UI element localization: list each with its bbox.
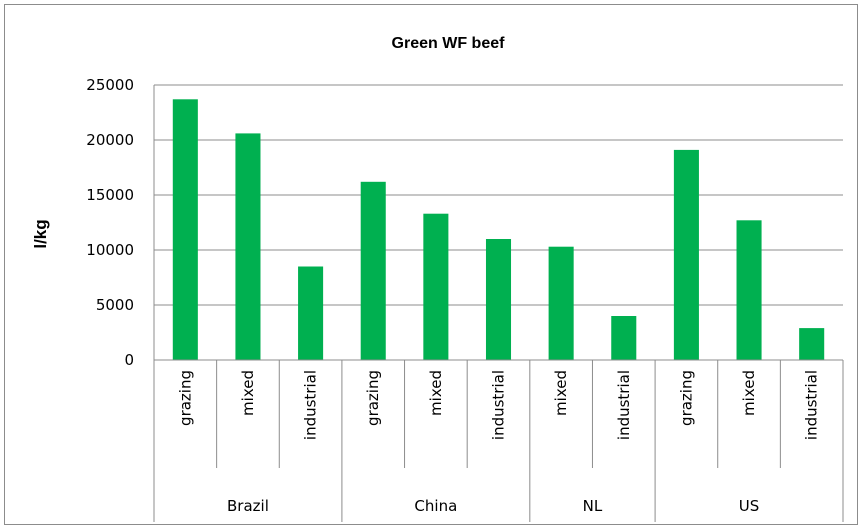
- y-axis-ticks: 0 5000 10000 15000 20000 25000: [86, 76, 155, 369]
- y-tick-label: 25000: [86, 76, 134, 94]
- bar: [298, 266, 324, 360]
- category-label: industrial: [490, 370, 508, 440]
- category-label: grazing: [677, 370, 695, 426]
- bars: [172, 99, 825, 361]
- y-tick-label: 10000: [86, 241, 134, 259]
- chart-title: Green WF beef: [392, 35, 506, 52]
- category-label: grazing: [176, 370, 194, 426]
- y-axis-label: l/kg: [31, 219, 50, 248]
- y-tick-label: 15000: [86, 186, 134, 204]
- category-label: mixed: [427, 370, 445, 416]
- group-label: US: [739, 497, 760, 515]
- group-label: NL: [583, 497, 603, 515]
- category-label: grazing: [364, 370, 382, 426]
- x-axis: grazing mixed industrial Brazil grazing mixed…: [153, 359, 844, 522]
- group-label: China: [414, 497, 457, 515]
- category-label: industrial: [615, 370, 633, 440]
- bar: [736, 220, 762, 360]
- category-label: industrial: [803, 370, 821, 440]
- y-tick-label: 5000: [96, 296, 134, 314]
- bar: [799, 328, 825, 360]
- bar: [485, 239, 512, 360]
- y-tick-label: 20000: [86, 131, 134, 149]
- bar: [673, 149, 699, 360]
- bar: [360, 181, 386, 360]
- group-label: Brazil: [227, 497, 269, 515]
- category-label: mixed: [239, 370, 257, 416]
- bar: [235, 133, 261, 360]
- category-label: mixed: [740, 370, 758, 416]
- bar: [172, 99, 198, 361]
- category-label: mixed: [552, 370, 570, 416]
- category-label: industrial: [302, 370, 320, 440]
- y-tick-label: 0: [124, 351, 134, 369]
- bar: [548, 246, 574, 360]
- bar: [611, 316, 637, 360]
- bar: [423, 213, 449, 360]
